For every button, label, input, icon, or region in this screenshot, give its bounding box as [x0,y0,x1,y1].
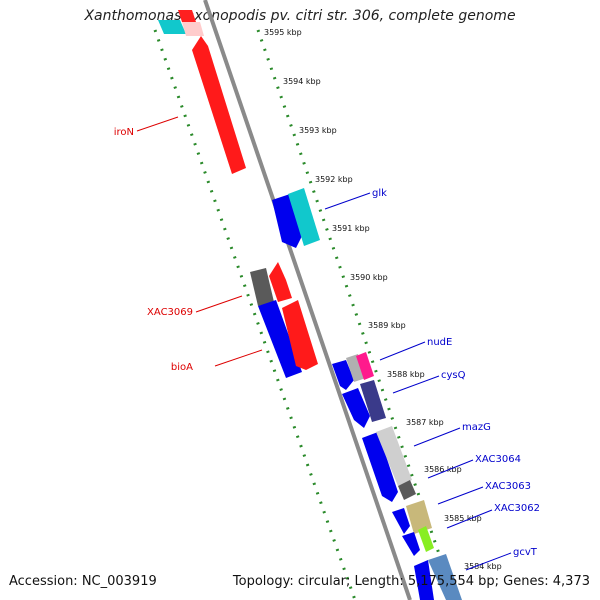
inner-tick-track [256,29,457,600]
scale-label: 3594 kbp [283,77,321,86]
gene-feature-xac3062[interactable] [418,526,434,552]
gene-feature-gcvt[interactable] [428,554,462,600]
gene-feature-xac3064[interactable] [398,480,416,500]
gene-feature-xac3063[interactable] [406,500,432,534]
gene-feature-blue-d[interactable] [392,508,410,534]
gene-feature-blue-f[interactable] [414,560,434,600]
scale-label: 3593 kbp [299,126,337,135]
gene-label-xac3069[interactable]: XAC3069 [147,307,193,318]
gene-label-glk[interactable]: glk [372,188,387,199]
scale-label: 3588 kbp [387,370,425,379]
scale-labels: 3595 kbp 3594 kbp 3593 kbp 3592 kbp 3591 kbp… [264,28,502,571]
gene-label-xac3062[interactable]: XAC3062 [494,503,540,514]
gene-label-xac3064[interactable]: XAC3064 [475,454,521,465]
gene-feature-red-long[interactable] [282,300,318,370]
gene-feature-blue-e[interactable] [402,532,420,556]
gene-feature-blue-a[interactable] [332,360,354,390]
gene-label-bioa[interactable]: bioA [171,362,193,373]
gene-feature-glk[interactable] [288,188,320,246]
gene-leader-line [427,459,474,479]
gene-leader-line [214,349,263,367]
gene-feature-mazg[interactable] [376,426,412,486]
gene-feature-blue-c[interactable] [362,432,398,502]
scale-label: 3585 kbp [444,514,482,523]
scale-label: 3590 kbp [350,273,388,282]
scale-label: 3586 kbp [424,465,462,474]
topology-text: Topology: circular; Length: 5,175,554 bp… [232,574,590,589]
gene-label-cysq[interactable]: cysQ [441,370,466,381]
gene-feature-glk-blue[interactable] [272,194,302,248]
gene-feature-gray-a[interactable] [346,354,366,382]
accession-text: Accession: NC_003919 [9,574,157,589]
scale-label: 3587 kbp [406,418,444,427]
gene-feature-top-cyan[interactable] [158,20,186,34]
gene-leader-line [392,375,440,394]
gene-feature-xac3069[interactable] [250,268,274,306]
scale-label: 3589 kbp [368,321,406,330]
gene-feature-nude[interactable] [356,352,374,380]
gene-feature-top-red[interactable] [178,10,196,22]
outer-tick-track [153,29,357,600]
gene-label-iron[interactable]: iroN [114,127,134,138]
gene-leader-line [379,341,426,361]
gene-leader-line [136,116,179,132]
gene-label-xac3063[interactable]: XAC3063 [485,481,531,492]
gene-leader-line [413,427,461,447]
scale-label: 3591 kbp [332,224,370,233]
gene-labels: iroN glk XAC3069 bioA nudE cysQ mazG XAC3064 XAC… [114,116,540,571]
scale-label: 3595 kbp [264,28,302,37]
gene-feature-red-small[interactable] [269,262,292,302]
gene-feature-top-pink[interactable] [182,22,204,36]
gene-leader-line [446,509,493,529]
gene-feature-blue-b[interactable] [342,388,370,428]
genome-backbone [203,0,412,600]
gene-label-nude[interactable]: nudE [427,337,452,348]
gene-leader-line [465,552,512,571]
gene-feature-iron[interactable] [192,36,246,174]
gene-feature-cysq[interactable] [360,380,386,422]
scale-label: 3592 kbp [315,175,353,184]
gene-label-mazg[interactable]: mazG [462,422,491,433]
gene-leader-line [437,486,484,505]
gene-feature-bioa[interactable] [258,300,302,378]
gene-label-gcvt[interactable]: gcvT [513,547,538,558]
gene-leader-line [195,295,243,313]
gene-leader-line [324,192,371,210]
scale-label: 3584 kbp [464,562,502,571]
